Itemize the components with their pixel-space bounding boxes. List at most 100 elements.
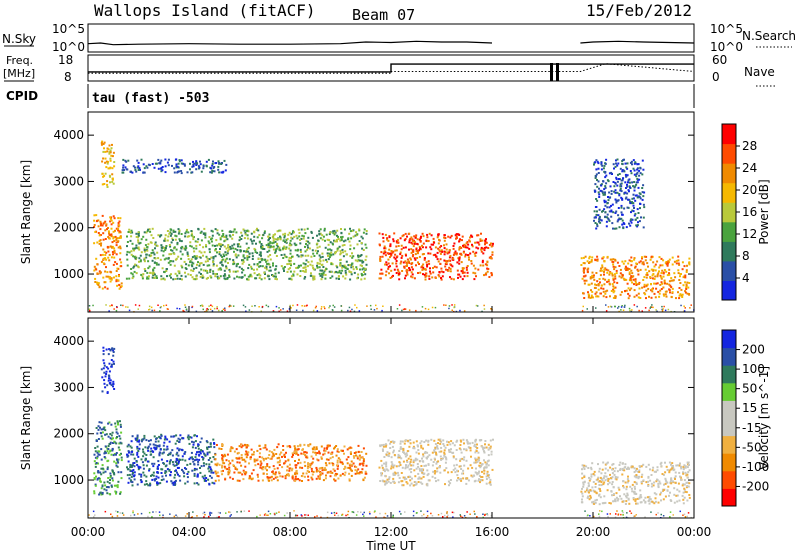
- heatmap-cell: [258, 234, 261, 237]
- heatmap-cell: [166, 161, 169, 164]
- heatmap-cell: [596, 160, 599, 163]
- heatmap-cell: [329, 277, 332, 279]
- heatmap-cell: [223, 453, 226, 456]
- heatmap-cell: [627, 262, 630, 265]
- heatmap-cell: [235, 231, 238, 234]
- heatmap-cell: [218, 242, 221, 245]
- heatmap-cell: [602, 295, 605, 298]
- heatmap-cell: [227, 244, 230, 247]
- heatmap-cell: [483, 467, 486, 470]
- heatmap-cell: [229, 304, 231, 307]
- heatmap-cell: [272, 234, 275, 237]
- heatmap-cell: [117, 458, 120, 461]
- heatmap-cell: [308, 470, 311, 473]
- heatmap-cell: [406, 439, 409, 442]
- heatmap-cell: [200, 437, 203, 440]
- heatmap-cell: [418, 263, 420, 265]
- heatmap-cell: [149, 450, 152, 453]
- heatmap-cell: [431, 451, 434, 454]
- heatmap-cell: [146, 246, 149, 249]
- heatmap-cell: [475, 472, 478, 474]
- heatmap-cell: [108, 233, 111, 236]
- heatmap-cell: [268, 450, 271, 453]
- heatmap-cell: [108, 277, 111, 280]
- heatmap-cell: [630, 260, 633, 263]
- heatmap-cell: [202, 167, 205, 170]
- heatmap-cell: [646, 273, 649, 276]
- heatmap-cell: [339, 253, 342, 256]
- heatmap-cell: [247, 275, 250, 278]
- heatmap-cell: [423, 258, 426, 261]
- heatmap-cell: [634, 185, 637, 188]
- heatmap-cell: [474, 451, 477, 454]
- heatmap-cell: [256, 274, 259, 277]
- heatmap-cell: [685, 288, 688, 290]
- heatmap-cell: [365, 452, 368, 455]
- heatmap-cell: [603, 273, 605, 276]
- heatmap-cell: [354, 472, 357, 475]
- heatmap-cell: [100, 222, 103, 225]
- heatmap-cell: [326, 446, 329, 449]
- heatmap-cell: [317, 239, 320, 242]
- heatmap-cell: [388, 248, 391, 251]
- heatmap-cell: [421, 471, 424, 474]
- heatmap-cell: [384, 443, 387, 446]
- heatmap-cell: [389, 265, 391, 268]
- heatmap-cell: [657, 290, 660, 293]
- heatmap-cell: [639, 501, 642, 504]
- heatmap-cell: [631, 218, 634, 221]
- heatmap-cell: [421, 246, 424, 249]
- heatmap-cell: [614, 476, 617, 478]
- heatmap-cell: [93, 224, 96, 226]
- heatmap-cell: [179, 239, 181, 242]
- heatmap-cell: [327, 451, 330, 454]
- heatmap-cell: [404, 246, 407, 249]
- heatmap-cell: [420, 440, 423, 443]
- heatmap-cell: [293, 445, 296, 448]
- heatmap-cell: [245, 310, 247, 312]
- heatmap-cell: [181, 245, 184, 248]
- heatmap-cell: [595, 295, 598, 298]
- heatmap-cell: [602, 180, 605, 183]
- heatmap-cell: [199, 441, 202, 444]
- heatmap-cell: [389, 442, 392, 445]
- heatmap-cell: [126, 468, 129, 471]
- heatmap-cell: [487, 247, 490, 249]
- heatmap-cell: [434, 443, 437, 445]
- heatmap-cell: [601, 257, 604, 260]
- heatmap-cell: [659, 264, 662, 267]
- heatmap-cell: [593, 219, 595, 222]
- heatmap-cell: [483, 249, 486, 252]
- heatmap-cell: [153, 273, 156, 276]
- heatmap-cell: [306, 227, 309, 230]
- heatmap-cell: [146, 276, 149, 279]
- heatmap-cell: [604, 191, 606, 194]
- heatmap-cell: [158, 162, 161, 165]
- heatmap-cell: [426, 474, 429, 477]
- heatmap-cell: [334, 252, 337, 255]
- heatmap-cell: [480, 250, 483, 253]
- title: Wallops Island (fitACF): [94, 1, 316, 20]
- heatmap-cell: [228, 466, 231, 469]
- heatmap-cell: [392, 473, 395, 476]
- heatmap-cell: [289, 249, 292, 252]
- heatmap-cell: [683, 265, 686, 268]
- heatmap-cell: [122, 158, 125, 161]
- heatmap-cell: [192, 165, 195, 168]
- heatmap-cell: [396, 239, 399, 242]
- heatmap-cell: [247, 246, 250, 249]
- heatmap-cell: [97, 477, 100, 480]
- heatmap-cell: [610, 192, 613, 195]
- heatmap-cell: [625, 278, 628, 281]
- heatmap-cell: [160, 458, 163, 461]
- heatmap-cell: [361, 468, 364, 471]
- heatmap-cell: [104, 445, 107, 448]
- heatmap-cell: [211, 162, 214, 165]
- heatmap-cell: [630, 160, 633, 163]
- heatmap-cell: [288, 244, 291, 247]
- heatmap-cell: [488, 476, 491, 479]
- heatmap-cell: [241, 458, 244, 461]
- heatmap-cell: [183, 310, 185, 313]
- heatmap-cell: [434, 477, 437, 480]
- heatmap-cell: [264, 467, 267, 470]
